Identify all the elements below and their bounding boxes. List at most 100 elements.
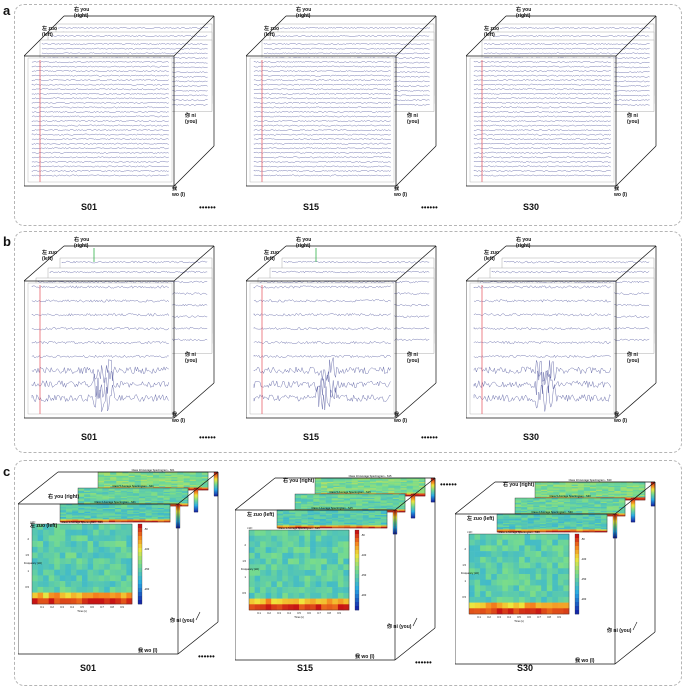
panel-b: b xyxy=(3,231,682,453)
spec-cell xyxy=(545,510,552,513)
spec-cell xyxy=(277,521,284,524)
spec-cell xyxy=(558,526,565,529)
spec-cell xyxy=(563,508,571,510)
spec-cell xyxy=(195,477,203,479)
spec-cell xyxy=(357,487,365,489)
colorbar-cell xyxy=(575,574,579,579)
spec-cell xyxy=(78,493,85,495)
eeg-trace xyxy=(483,43,650,45)
panel-label-b: b xyxy=(3,234,11,249)
spec-cell xyxy=(295,520,302,522)
eeg-trace xyxy=(473,129,611,132)
spec-cell xyxy=(368,504,375,506)
spec-cell xyxy=(356,494,363,496)
spec-cell xyxy=(189,484,197,487)
spec-cell xyxy=(265,587,272,594)
spec-cell xyxy=(406,493,414,495)
spec-cell xyxy=(547,493,554,496)
spec-cell xyxy=(602,487,609,489)
spec-cell xyxy=(469,579,475,586)
spec-cell xyxy=(594,516,602,519)
spec-cell xyxy=(388,480,395,483)
spec-cell xyxy=(406,484,414,486)
eeg-trace xyxy=(253,142,391,145)
spec-cell xyxy=(344,522,351,525)
spec-cell xyxy=(491,608,498,615)
spec-cell xyxy=(301,512,308,515)
spec-cell xyxy=(576,507,583,509)
spec-cell xyxy=(307,497,314,500)
spec-cell xyxy=(289,513,296,516)
spec-cell xyxy=(171,481,178,483)
colorbar-cell xyxy=(194,495,198,497)
spec-cell xyxy=(98,474,105,477)
spec-cell xyxy=(181,498,189,500)
spec-cell xyxy=(78,495,85,498)
spec-cell xyxy=(301,516,308,518)
eeg-trace xyxy=(473,74,611,77)
spec-cell xyxy=(90,518,97,520)
spec-cell xyxy=(533,523,541,525)
colorbar-cell xyxy=(214,493,218,496)
eeg-trace xyxy=(31,359,169,383)
spec-cell xyxy=(128,473,135,475)
spec-cell xyxy=(363,479,371,481)
spec-cell xyxy=(374,500,381,502)
spec-cell xyxy=(287,587,294,594)
spectrogram-image xyxy=(468,533,570,615)
spec-label-ni: 你 ni (you) xyxy=(170,618,195,624)
spec-cell xyxy=(338,516,345,518)
spec-cell xyxy=(151,488,158,490)
spec-cell xyxy=(319,503,326,505)
spec-cell xyxy=(102,515,110,518)
spec-cell xyxy=(265,558,272,565)
spec-cell xyxy=(304,552,311,559)
colorbar-cell xyxy=(575,602,579,607)
spec-cell xyxy=(332,516,339,518)
spec-cell xyxy=(295,505,302,508)
spec-cell xyxy=(133,519,140,521)
spec-cell xyxy=(576,517,583,520)
spec-cell xyxy=(313,520,321,522)
spec-cell xyxy=(104,552,111,559)
spec-cell xyxy=(115,519,122,521)
spec-cell xyxy=(325,496,332,499)
spec-cell xyxy=(37,586,44,593)
eeg-trace xyxy=(473,138,611,141)
spec-cell xyxy=(319,517,327,520)
spec-cell xyxy=(386,510,394,513)
spec-cell xyxy=(374,524,382,526)
spec-cell xyxy=(376,490,383,493)
spec-cell xyxy=(583,483,591,485)
colorbar-cell xyxy=(138,556,142,561)
spec-cell xyxy=(104,486,111,488)
spec-cell xyxy=(146,477,154,479)
colorbar-cell xyxy=(138,552,142,557)
spec-cell xyxy=(313,505,320,508)
colorbar-cell xyxy=(411,501,415,503)
spec-cell xyxy=(265,530,272,536)
spec-cell xyxy=(289,511,296,513)
spec-cell xyxy=(163,493,170,495)
spec-cell xyxy=(43,569,49,576)
colorbar-cell xyxy=(575,594,579,599)
spec-cell xyxy=(551,508,559,510)
spec-cell xyxy=(331,495,339,497)
colorbar-tick-label: -200 xyxy=(361,593,367,597)
spec-cell xyxy=(104,546,111,553)
spec-cell xyxy=(59,581,66,588)
spec-cell xyxy=(265,575,272,582)
spec-cell xyxy=(388,478,395,480)
spec-cell xyxy=(84,506,91,509)
ellipsis-a-1: •••••• xyxy=(421,203,438,212)
spec-cell xyxy=(386,496,394,499)
spec-cell xyxy=(564,525,571,528)
spec-cell xyxy=(295,506,302,509)
spec-cell xyxy=(412,484,420,486)
spec-cell xyxy=(133,506,140,509)
spec-cell xyxy=(590,496,597,498)
spec-cell xyxy=(618,509,626,512)
spec-cell xyxy=(527,524,534,526)
spec-cell xyxy=(277,512,284,515)
spec-cell xyxy=(535,492,542,494)
